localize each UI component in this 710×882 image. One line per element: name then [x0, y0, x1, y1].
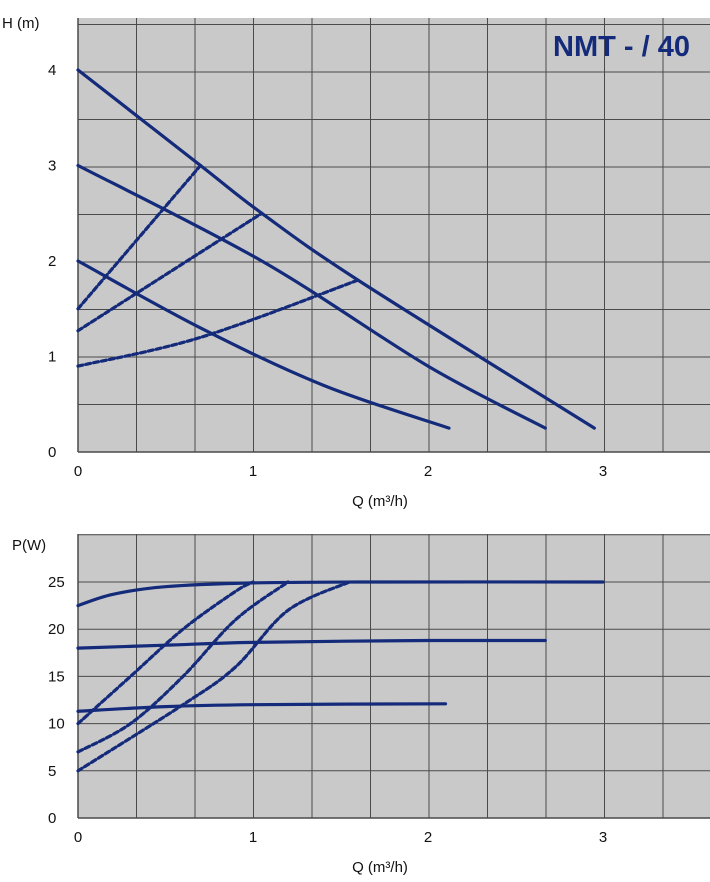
x-tick-label: 0: [74, 463, 82, 480]
dashed-curve-5: [76, 580, 351, 773]
y-tick-label: 25: [48, 574, 65, 591]
solid-curve-1: [76, 163, 547, 430]
y-axis-title: H (m): [2, 15, 40, 32]
y-tick-label: 15: [48, 668, 65, 685]
y-tick-label: 4: [48, 62, 56, 79]
plot-area: [78, 18, 710, 452]
dashed-curve-4: [76, 211, 264, 333]
x-tick-label: 1: [249, 829, 257, 846]
x-tick-label: 1: [249, 463, 257, 480]
y-tick-label: 0: [48, 810, 56, 827]
solid-curve-1: [76, 638, 547, 650]
x-axis-title: Q (m³/h): [352, 493, 408, 510]
y-tick-label: 10: [48, 716, 65, 733]
x-tick-label: 2: [424, 829, 432, 846]
solid-curve-2: [76, 259, 451, 430]
dashed-curve-3: [76, 163, 203, 311]
x-tick-label: 3: [599, 829, 607, 846]
y-tick-label: 2: [48, 253, 56, 270]
x-tick-label: 2: [424, 463, 432, 480]
chart-title: NMT - / 40: [553, 31, 690, 63]
head-chart: 0 1 2 3 0 1 2 3 4 H (m) Q (m³/h) NMT - / 40: [2, 15, 710, 510]
grid: [78, 18, 710, 452]
x-axis-title: Q (m³/h): [352, 859, 408, 876]
solid-curve-0: [76, 68, 596, 430]
x-tick-label: 3: [599, 463, 607, 480]
y-tick-label: 20: [48, 621, 65, 638]
dashed-curve-5: [76, 278, 360, 368]
y-tick-label: 1: [48, 349, 56, 366]
x-tick-label: 0: [74, 829, 82, 846]
y-axis-title: P(W): [12, 537, 46, 554]
y-tick-label: 5: [48, 763, 56, 780]
y-tick-label: 0: [48, 444, 56, 461]
grid: [78, 534, 710, 818]
solid-curve-2: [76, 702, 448, 713]
y-tick-label: 3: [48, 158, 56, 175]
power-chart: 0 1 2 3 0 5 10 15 20 25 P(W) Q (m³/h): [12, 534, 710, 876]
dashed-curve-3: [76, 580, 255, 726]
dashed-curve-4: [76, 580, 290, 754]
